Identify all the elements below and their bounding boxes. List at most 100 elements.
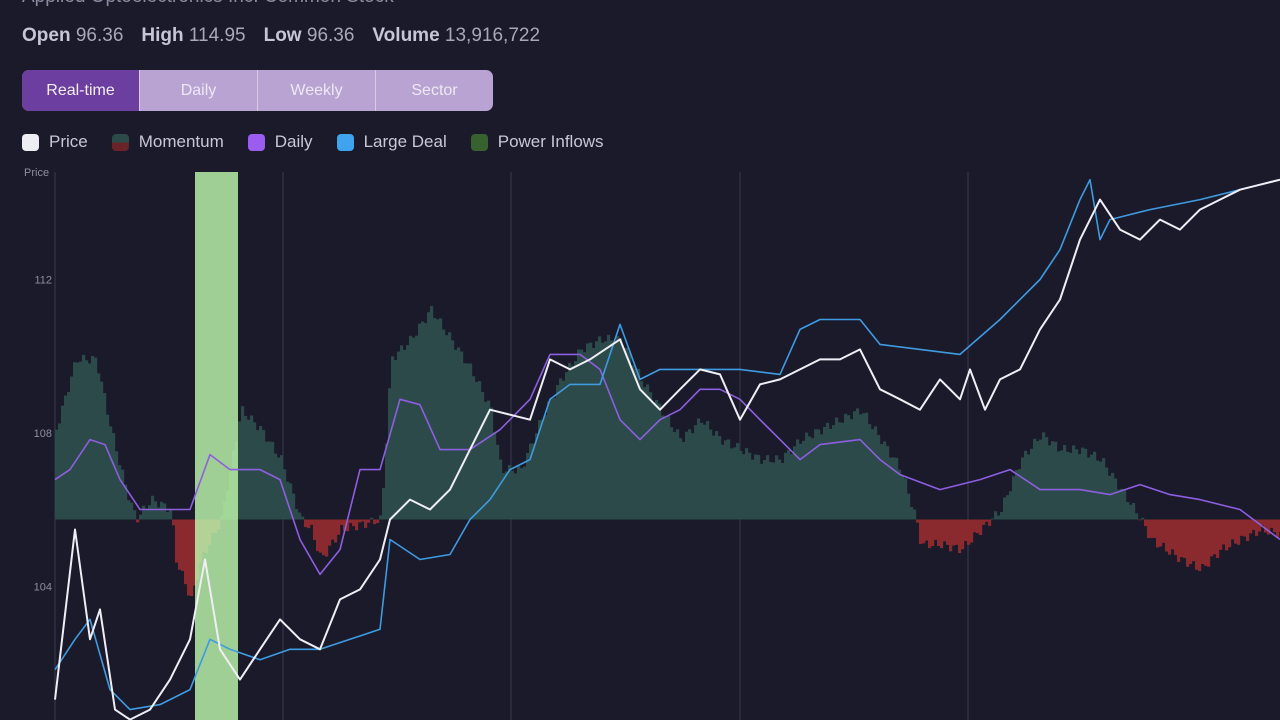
momentum-bar <box>1126 502 1130 520</box>
momentum-bar <box>73 362 77 520</box>
momentum-bar <box>448 332 452 520</box>
momentum-bar <box>697 418 701 520</box>
momentum-bar <box>700 422 704 520</box>
momentum-bar <box>1114 478 1118 520</box>
legend-label: Large Deal <box>363 132 447 151</box>
momentum-bar <box>238 421 242 520</box>
momentum-bar <box>934 519 938 540</box>
momentum-bar <box>727 439 731 520</box>
momentum-bar <box>94 357 98 520</box>
momentum-bar <box>1072 445 1076 520</box>
legend-label: Price <box>49 132 88 151</box>
momentum-bar <box>1156 519 1160 548</box>
momentum-bar <box>790 454 794 520</box>
momentum-bar <box>1261 519 1265 526</box>
momentum-bar <box>847 415 851 520</box>
momentum-bar <box>514 473 518 520</box>
momentum-bar <box>868 424 872 520</box>
tab-daily[interactable]: Daily <box>139 70 257 111</box>
momentum-bar <box>532 443 536 520</box>
momentum-bar <box>892 457 896 520</box>
momentum-bar <box>1174 519 1178 555</box>
momentum-bar <box>1147 519 1151 539</box>
momentum-bar <box>577 349 581 520</box>
momentum-bar <box>298 512 302 520</box>
momentum-bar <box>253 422 257 520</box>
momentum-bar <box>1141 517 1145 520</box>
momentum-bar <box>1015 470 1019 520</box>
momentum-bar <box>361 519 365 522</box>
momentum-bar <box>1171 519 1175 550</box>
momentum-bar <box>658 403 662 520</box>
momentum-bar <box>277 457 281 520</box>
legend-item-power-inflows[interactable]: Power Inflows <box>470 132 604 152</box>
momentum-bar <box>505 471 509 520</box>
momentum-bar <box>400 345 404 520</box>
momentum-bar <box>106 414 110 520</box>
momentum-bar <box>799 443 803 520</box>
momentum-bar <box>517 465 521 520</box>
momentum-bar <box>280 455 284 520</box>
momentum-bar <box>265 441 269 520</box>
momentum-bar <box>220 515 224 520</box>
momentum-bar <box>601 342 605 520</box>
momentum-bar <box>871 429 875 520</box>
tab-real-time[interactable]: Real-time <box>22 70 139 111</box>
momentum-bar <box>325 519 329 557</box>
stat-low: Low 96.36 <box>264 25 355 47</box>
legend-item-momentum[interactable]: Momentum <box>111 132 224 152</box>
momentum-bar <box>175 519 179 563</box>
momentum-bar <box>1150 519 1154 538</box>
momentum-bar <box>691 433 695 520</box>
momentum-bar <box>709 429 713 520</box>
momentum-bar <box>142 505 146 520</box>
legend-item-price[interactable]: Price <box>22 132 88 152</box>
momentum-bar <box>676 429 680 520</box>
momentum-bar <box>664 416 668 520</box>
momentum-bar <box>1264 519 1268 533</box>
momentum-bar <box>613 343 617 520</box>
momentum-bar <box>766 455 770 520</box>
momentum-bar <box>1012 476 1016 520</box>
momentum-bar <box>757 454 761 520</box>
momentum-bar <box>193 519 197 586</box>
momentum-bar <box>979 519 983 535</box>
momentum-bar <box>583 352 587 520</box>
momentum-bar <box>244 415 248 520</box>
momentum-bar <box>85 360 89 520</box>
momentum-bar <box>1024 450 1028 520</box>
momentum-bar <box>427 312 431 520</box>
momentum-bar <box>1258 519 1262 532</box>
tab-sector[interactable]: Sector <box>375 70 493 111</box>
momentum-bar <box>991 518 995 520</box>
momentum-bar <box>313 519 317 540</box>
momentum-bar <box>157 507 161 520</box>
chart-legend: Price Momentum Daily Large Deal Power In… <box>22 132 604 152</box>
momentum-bar <box>793 446 797 520</box>
large-deal-swatch-icon <box>336 133 354 151</box>
momentum-bar <box>559 378 563 520</box>
momentum-bar <box>1105 467 1109 520</box>
legend-item-daily[interactable]: Daily <box>247 132 313 152</box>
momentum-bar <box>154 501 158 520</box>
momentum-bar <box>421 321 425 520</box>
momentum-bar <box>451 340 455 520</box>
price-swatch-icon <box>22 133 39 151</box>
momentum-bar <box>571 365 575 520</box>
momentum-bar <box>316 519 320 552</box>
momentum-bar <box>397 351 401 520</box>
momentum-bar <box>1234 519 1238 544</box>
momentum-bar <box>694 425 698 520</box>
momentum-bar <box>61 405 65 520</box>
momentum-bar <box>331 519 335 540</box>
momentum-bar <box>1027 454 1031 520</box>
momentum-bar <box>958 519 962 554</box>
momentum-bar <box>100 381 104 520</box>
momentum-bar <box>460 351 464 520</box>
momentum-bar <box>1009 491 1013 520</box>
legend-item-large-deal[interactable]: Large Deal <box>336 132 447 152</box>
tab-weekly[interactable]: Weekly <box>257 70 375 111</box>
momentum-bar <box>859 414 863 520</box>
momentum-bar <box>703 424 707 520</box>
momentum-bar <box>139 514 143 520</box>
